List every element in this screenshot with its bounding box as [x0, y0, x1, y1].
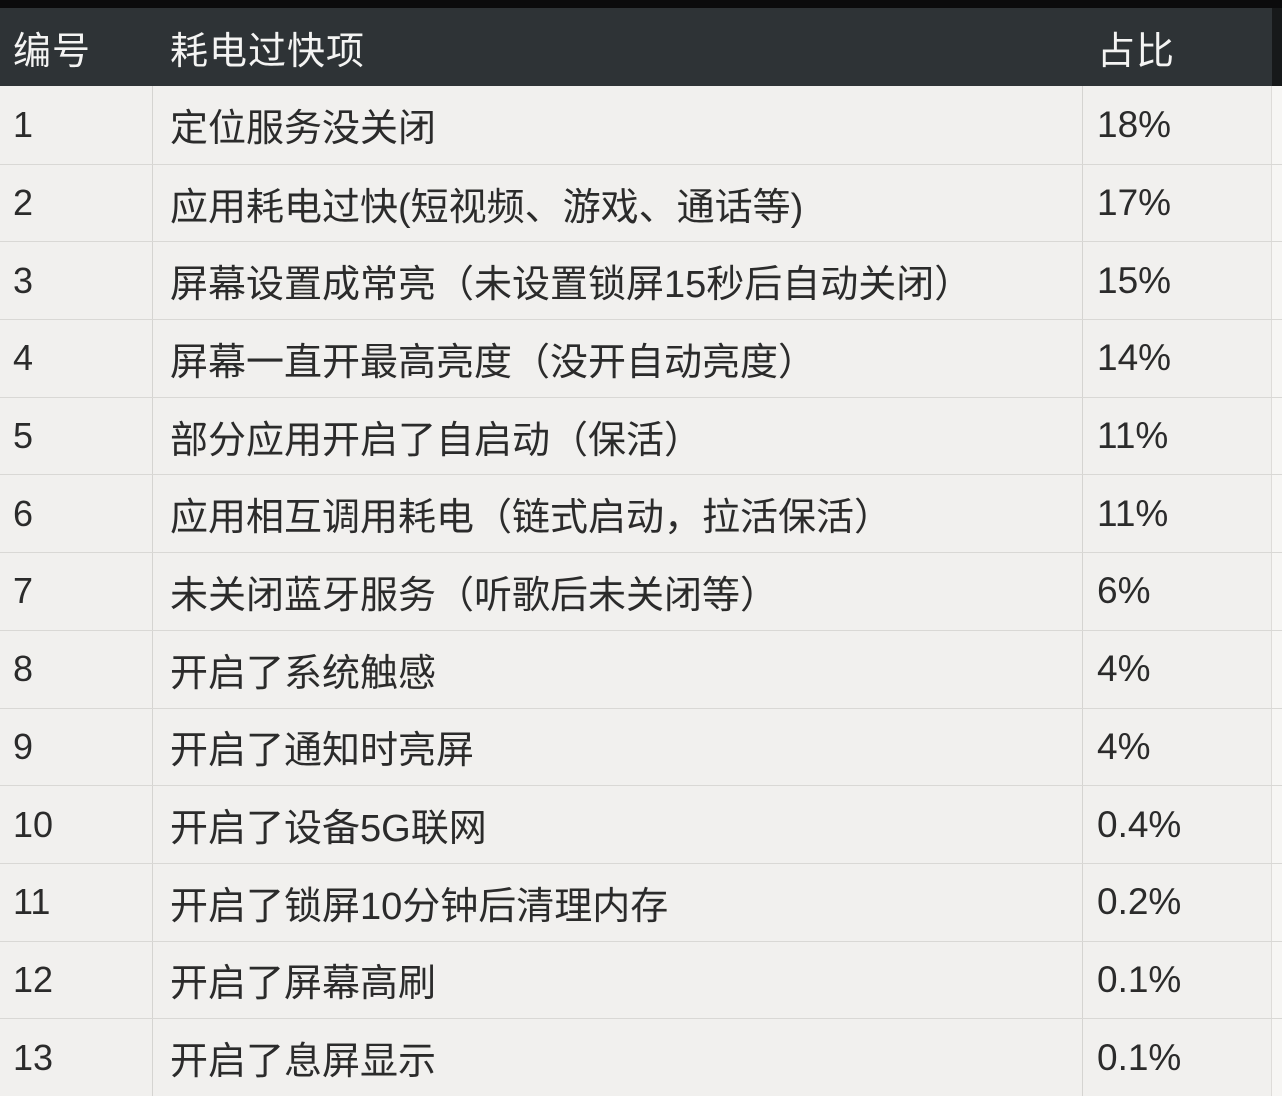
row-percent: 11% — [1083, 397, 1272, 475]
table-body: 1 定位服务没关闭 18% 2 应用耗电过快(短视频、游戏、通话等) 17% 3… — [0, 86, 1282, 1096]
top-edge-strip — [0, 0, 1282, 8]
table-row: 10 开启了设备5G联网 0.4% — [0, 785, 1282, 863]
row-percent: 4% — [1083, 630, 1272, 708]
row-percent: 11% — [1083, 475, 1272, 553]
row-right-sliver — [1272, 242, 1282, 320]
table-row: 8 开启了系统触感 4% — [0, 629, 1282, 708]
row-item: 屏幕设置成常亮（未设置锁屏15秒后自动关闭） — [153, 242, 1083, 320]
header-col-item: 耗电过快项 — [170, 30, 366, 73]
row-id: 11 — [0, 863, 153, 941]
header-col-pct: 占比 — [1097, 30, 1176, 73]
row-percent: 0.2% — [1083, 863, 1272, 941]
row-right-sliver — [1272, 475, 1282, 553]
row-percent: 18% — [1083, 86, 1272, 164]
row-item: 开启了设备5G联网 — [153, 786, 1083, 863]
header-right-sliver — [1272, 8, 1282, 86]
row-id: 9 — [0, 708, 153, 786]
row-right-sliver — [1272, 397, 1282, 475]
table-row: 11 开启了锁屏10分钟后清理内存 0.2% — [0, 862, 1282, 941]
table-row: 1 定位服务没关闭 18% — [0, 86, 1282, 164]
row-right-sliver — [1272, 863, 1282, 941]
row-id: 13 — [0, 1019, 153, 1096]
row-id: 10 — [0, 786, 153, 863]
row-right-sliver — [1272, 86, 1282, 164]
row-percent: 0.1% — [1083, 941, 1272, 1019]
table-row: 5 部分应用开启了自启动（保活） 11% — [0, 396, 1282, 475]
row-id: 7 — [0, 553, 153, 630]
row-item: 屏幕一直开最高亮度（没开自动亮度） — [153, 320, 1083, 397]
row-right-sliver — [1272, 941, 1282, 1019]
row-percent: 0.4% — [1083, 786, 1272, 863]
row-item: 开启了通知时亮屏 — [153, 708, 1083, 786]
row-right-sliver — [1272, 708, 1282, 786]
row-id: 3 — [0, 242, 153, 320]
table-row: 12 开启了屏幕高刷 0.1% — [0, 940, 1282, 1019]
row-right-sliver — [1272, 553, 1282, 630]
table-row: 6 应用相互调用耗电（链式启动，拉活保活） 11% — [0, 474, 1282, 553]
header-col-id: 编号 — [13, 30, 92, 73]
row-right-sliver — [1272, 630, 1282, 708]
row-percent: 0.1% — [1083, 1019, 1272, 1096]
row-id: 6 — [0, 475, 153, 553]
row-id: 4 — [0, 320, 153, 397]
row-item: 开启了息屏显示 — [153, 1019, 1083, 1096]
row-percent: 17% — [1083, 164, 1272, 242]
row-item: 开启了屏幕高刷 — [153, 941, 1083, 1019]
row-percent: 4% — [1083, 708, 1272, 786]
row-item: 应用相互调用耗电（链式启动，拉活保活） — [153, 475, 1083, 553]
table-row: 9 开启了通知时亮屏 4% — [0, 707, 1282, 786]
row-right-sliver — [1272, 786, 1282, 863]
row-id: 2 — [0, 164, 153, 242]
row-item: 定位服务没关闭 — [153, 86, 1083, 164]
table-row: 13 开启了息屏显示 0.1% — [0, 1018, 1282, 1096]
row-percent: 14% — [1083, 320, 1272, 397]
row-right-sliver — [1272, 164, 1282, 242]
table-row: 7 未关闭蓝牙服务（听歌后未关闭等） 6% — [0, 552, 1282, 630]
row-right-sliver — [1272, 320, 1282, 397]
row-item: 应用耗电过快(短视频、游戏、通话等) — [153, 164, 1083, 242]
table-row: 4 屏幕一直开最高亮度（没开自动亮度） 14% — [0, 319, 1282, 397]
row-id: 8 — [0, 630, 153, 708]
row-id: 1 — [0, 86, 153, 164]
row-id: 5 — [0, 397, 153, 475]
row-item: 开启了系统触感 — [153, 630, 1083, 708]
row-id: 12 — [0, 941, 153, 1019]
row-item: 开启了锁屏10分钟后清理内存 — [153, 863, 1083, 941]
row-percent: 15% — [1083, 242, 1272, 320]
row-right-sliver — [1272, 1019, 1282, 1096]
row-percent: 6% — [1083, 553, 1272, 630]
table-header-row: 编号 耗电过快项 占比 — [0, 8, 1282, 86]
row-item: 部分应用开启了自启动（保活） — [153, 397, 1083, 475]
table-row: 3 屏幕设置成常亮（未设置锁屏15秒后自动关闭） 15% — [0, 241, 1282, 320]
row-item: 未关闭蓝牙服务（听歌后未关闭等） — [153, 553, 1083, 630]
table-row: 2 应用耗电过快(短视频、游戏、通话等) 17% — [0, 163, 1282, 242]
